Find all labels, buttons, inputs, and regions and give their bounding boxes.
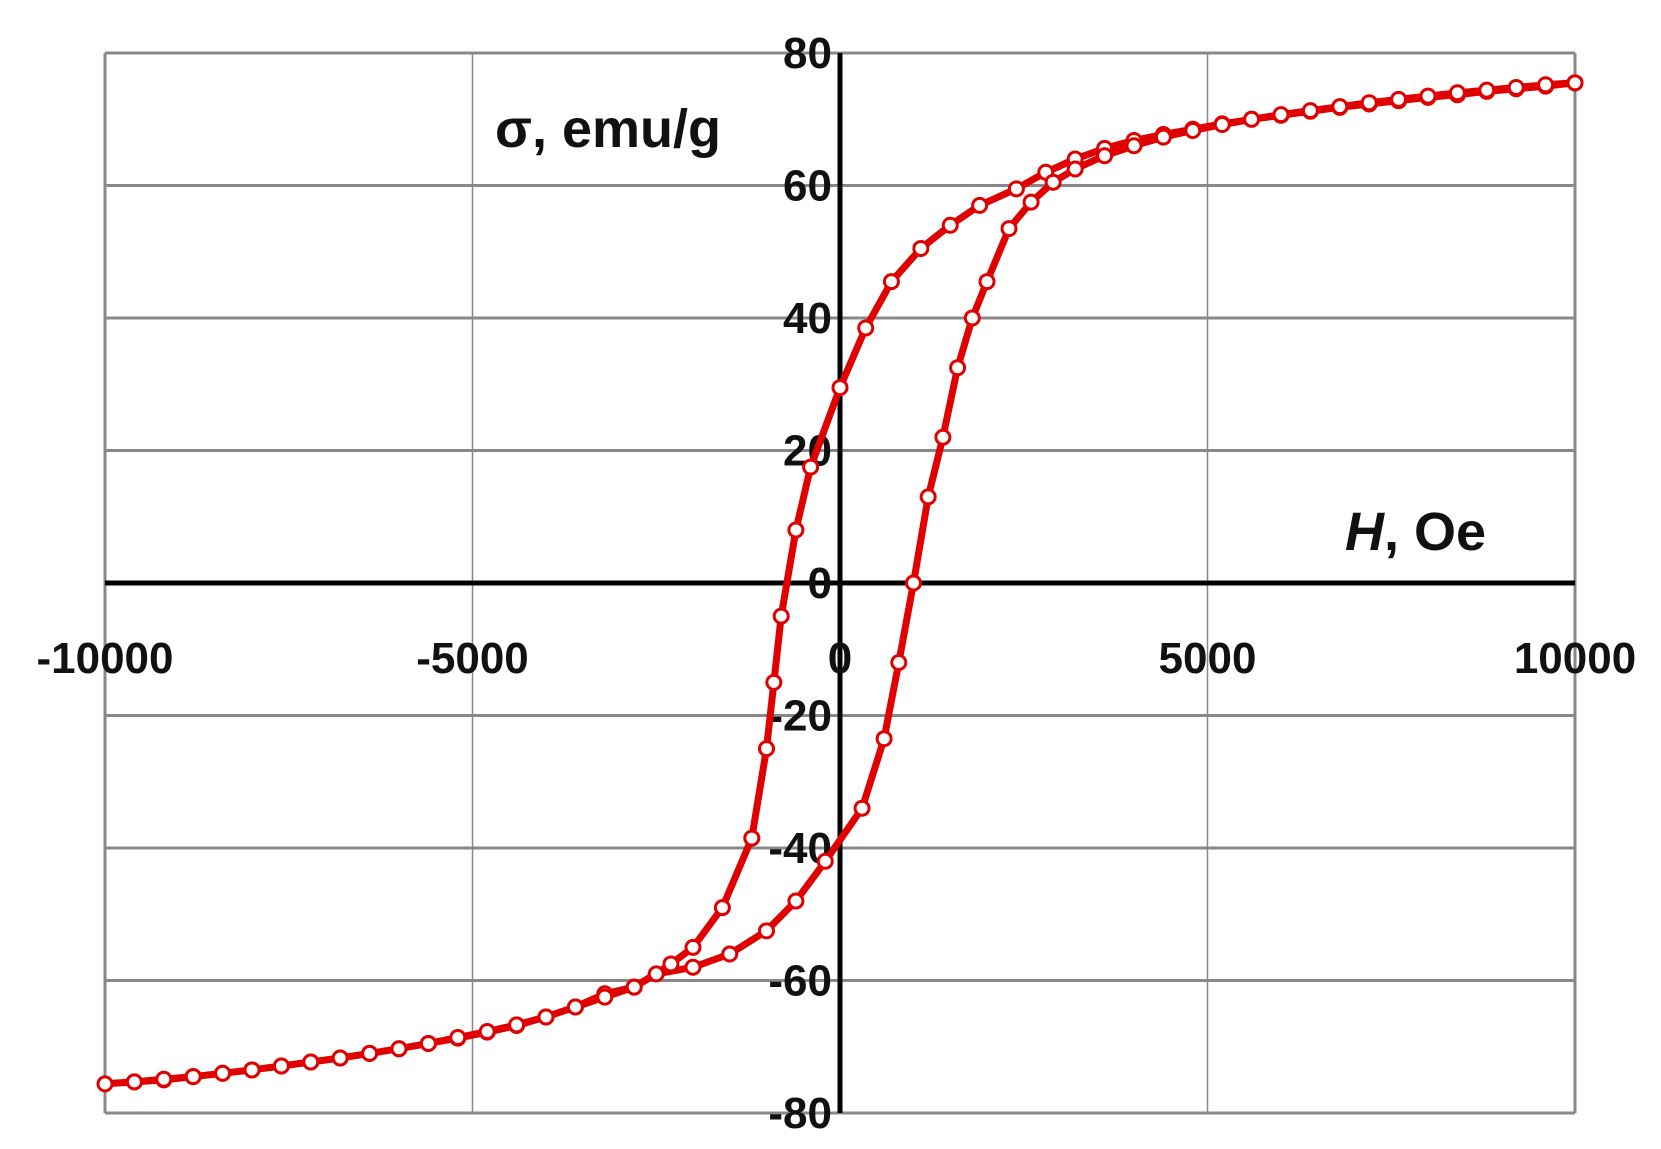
- data-point: [831, 379, 849, 397]
- y-tick-label: -20: [768, 692, 832, 741]
- y-tick-label: 0: [808, 559, 832, 608]
- data-series: [96, 74, 1584, 1093]
- y-axis-title: σ, emu/g: [495, 99, 721, 159]
- data-point: [853, 799, 871, 817]
- data-point: [647, 965, 665, 983]
- data-point: [1419, 87, 1437, 105]
- data-point: [787, 892, 805, 910]
- y-tick-label: -80: [768, 1089, 832, 1138]
- y-tick-label: 60: [783, 162, 832, 211]
- x-axis-title-variable: H: [1345, 502, 1385, 562]
- data-point: [1390, 90, 1408, 108]
- data-point: [596, 988, 614, 1006]
- data-point: [758, 922, 775, 940]
- data-point: [272, 1057, 290, 1075]
- data-point: [1301, 102, 1319, 120]
- data-point: [713, 899, 731, 917]
- data-point: [890, 654, 908, 671]
- data-point: [919, 488, 937, 506]
- x-tick-label: 5000: [1159, 634, 1257, 683]
- data-point: [934, 428, 952, 446]
- data-point: [912, 239, 930, 257]
- data-point: [1478, 81, 1496, 99]
- data-point: [1154, 128, 1172, 146]
- data-point: [743, 829, 761, 847]
- y-tick-label: 80: [783, 29, 832, 78]
- data-point: [963, 309, 981, 327]
- data-point: [1272, 106, 1290, 124]
- data-point: [1125, 137, 1143, 155]
- y-tick-label: -60: [768, 957, 832, 1006]
- data-point: [684, 958, 702, 976]
- data-point: [537, 1008, 555, 1026]
- data-point: [1066, 160, 1084, 178]
- data-point: [1096, 147, 1114, 165]
- data-point: [905, 574, 922, 592]
- data-point: [772, 607, 790, 625]
- data-point: [625, 978, 643, 996]
- data-point: [787, 521, 805, 539]
- zero-axes: [105, 53, 1575, 1113]
- data-point: [1448, 84, 1466, 102]
- data-point: [684, 938, 702, 956]
- data-point: [302, 1053, 320, 1071]
- data-point: [1184, 122, 1202, 140]
- data-point: [566, 998, 584, 1016]
- data-point: [331, 1049, 349, 1067]
- data-point: [857, 319, 875, 337]
- data-point: [1000, 220, 1018, 238]
- data-point: [96, 1075, 114, 1093]
- data-point: [875, 730, 893, 748]
- data-point: [1044, 173, 1062, 191]
- data-point: [1507, 78, 1525, 96]
- data-point: [941, 216, 959, 234]
- data-point: [765, 673, 783, 691]
- data-point: [214, 1064, 232, 1082]
- data-point: [155, 1070, 173, 1088]
- data-point: [721, 945, 739, 963]
- data-point: [1360, 94, 1378, 112]
- x-axis-title-unit: , Oe: [1384, 502, 1486, 562]
- data-point: [361, 1044, 379, 1062]
- data-point: [508, 1016, 526, 1034]
- x-tick-label: -10000: [36, 634, 173, 683]
- y-tick-label: 40: [783, 294, 832, 343]
- data-point: [662, 955, 680, 973]
- data-point: [802, 458, 820, 476]
- data-point: [816, 852, 834, 870]
- data-point: [978, 273, 996, 291]
- data-point: [419, 1034, 437, 1052]
- data-point: [1007, 180, 1025, 198]
- data-point: [1331, 98, 1349, 116]
- data-point: [1243, 110, 1261, 128]
- data-point: [1566, 74, 1584, 92]
- data-point: [478, 1023, 496, 1041]
- data-point: [1537, 76, 1555, 94]
- data-point: [758, 740, 775, 758]
- data-point: [971, 196, 989, 214]
- data-point: [125, 1073, 143, 1091]
- data-point: [1213, 116, 1231, 134]
- data-point: [390, 1040, 408, 1058]
- data-point: [449, 1028, 467, 1046]
- data-point: [949, 359, 967, 377]
- data-point: [1022, 193, 1040, 211]
- data-point: [243, 1061, 261, 1079]
- x-axis-title: H, Oe: [1345, 502, 1486, 562]
- data-point: [184, 1068, 202, 1086]
- data-point: [882, 273, 900, 291]
- x-tick-label: 0: [828, 634, 852, 683]
- x-tick-label: -5000: [416, 634, 529, 683]
- x-tick-label: 10000: [1514, 634, 1636, 683]
